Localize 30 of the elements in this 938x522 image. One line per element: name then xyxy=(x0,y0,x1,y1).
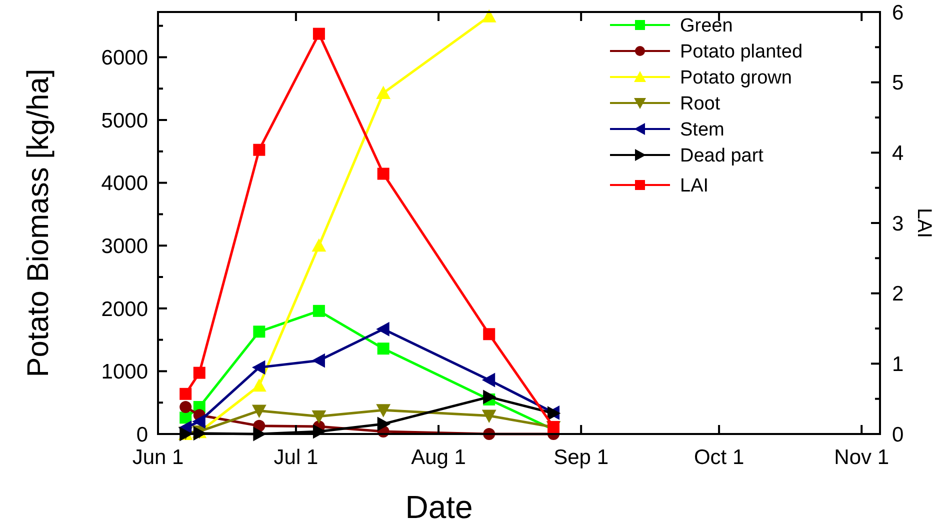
y-tick-label: 1000 xyxy=(101,360,148,384)
legend-label: Green xyxy=(680,16,733,37)
y2-tick-label: 1 xyxy=(892,353,904,376)
y2-tick-label: 4 xyxy=(892,142,904,166)
y-tick-label: 2000 xyxy=(101,298,148,321)
x-tick-label: Jul 1 xyxy=(274,446,318,469)
y-tick-label: 4000 xyxy=(101,172,148,196)
legend-label: Dead part xyxy=(680,146,764,167)
y-tick-label: 0 xyxy=(136,423,148,446)
x-axis-title: Date xyxy=(405,489,473,522)
legend-label: Stem xyxy=(680,120,724,141)
legend-label: Root xyxy=(680,94,721,115)
x-tick-label: Aug 1 xyxy=(411,446,466,469)
y-tick-label: 5000 xyxy=(101,109,148,132)
x-tick-label: Nov 1 xyxy=(834,446,890,469)
legend-label: Potato planted xyxy=(680,42,803,63)
x-tick-label: Sep 1 xyxy=(554,446,609,469)
y-tick-label: 6000 xyxy=(101,46,148,70)
y-tick-label: 3000 xyxy=(101,234,148,258)
y-axis-title: Potato Biomass [kg/ha] xyxy=(22,68,55,378)
y2-tick-label: 5 xyxy=(892,72,904,95)
x-tick-label: Oct 1 xyxy=(694,446,744,469)
legend-label: Potato grown xyxy=(680,68,792,89)
y2-axis-title: LAI xyxy=(913,208,935,238)
y2-tick-label: 0 xyxy=(892,423,904,446)
y2-tick-label: 3 xyxy=(892,212,904,236)
y2-tick-label: 2 xyxy=(892,282,904,306)
y2-tick-label: 6 xyxy=(892,1,904,24)
legend-label: LAI xyxy=(680,176,709,197)
x-tick-label: Jun 1 xyxy=(132,446,184,469)
